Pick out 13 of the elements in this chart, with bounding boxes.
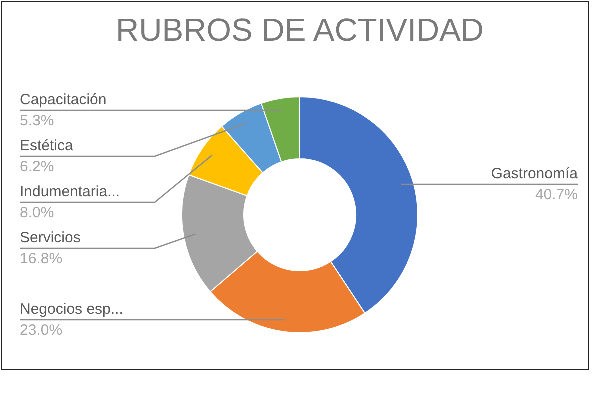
- slice-label: Estética: [20, 137, 74, 154]
- data-label: 8.0%: [20, 204, 54, 222]
- data-label: 16.8%: [20, 250, 63, 268]
- slice-label: Indumentaria...: [20, 183, 120, 200]
- chart-title: RUBROS DE ACTIVIDAD: [116, 12, 484, 48]
- slice-label: Capacitación: [20, 91, 107, 108]
- data-label: 40.7%: [535, 186, 578, 204]
- data-label: 5.3%: [20, 112, 54, 130]
- slice-label: Negocios esp...: [20, 300, 124, 318]
- slice-label: Servicios: [20, 229, 81, 246]
- data-label: 6.2%: [20, 158, 54, 176]
- data-label: 23.0%: [20, 322, 63, 339]
- slice-label: Gastronomía: [491, 165, 579, 182]
